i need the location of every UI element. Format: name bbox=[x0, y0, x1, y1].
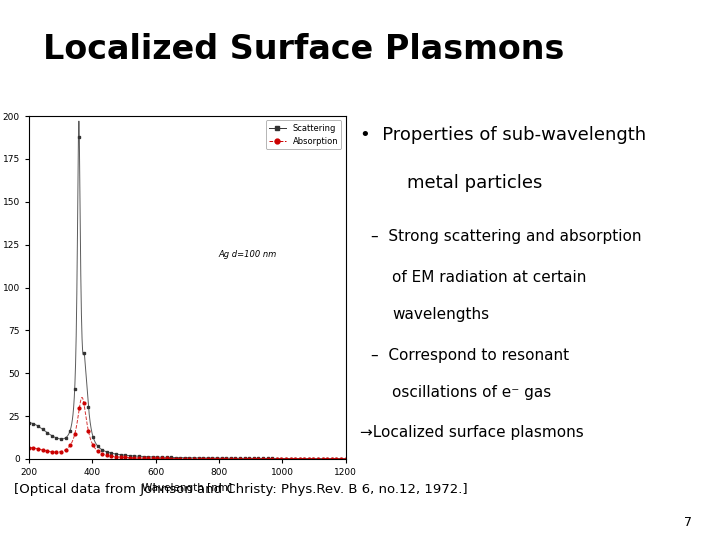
Legend: Scattering, Absorption: Scattering, Absorption bbox=[266, 120, 341, 149]
Text: [Optical data from Johnson and Christy: Phys.Rev. B 6, no.12, 1972.]: [Optical data from Johnson and Christy: … bbox=[14, 483, 468, 496]
Text: –  Strong scattering and absorption: – Strong scattering and absorption bbox=[371, 230, 642, 245]
Text: wavelengths: wavelengths bbox=[392, 307, 490, 322]
Text: of EM radiation at certain: of EM radiation at certain bbox=[392, 270, 587, 285]
Text: •  Properties of sub-wavelength: • Properties of sub-wavelength bbox=[360, 126, 646, 144]
Text: Localized Surface Plasmons: Localized Surface Plasmons bbox=[43, 33, 564, 66]
Text: →Localized surface plasmons: →Localized surface plasmons bbox=[360, 426, 584, 441]
X-axis label: Wavelength [nm]: Wavelength [nm] bbox=[142, 483, 233, 492]
Text: –  Correspond to resonant: – Correspond to resonant bbox=[371, 348, 569, 363]
Text: metal particles: metal particles bbox=[407, 174, 542, 192]
Text: oscillations of e⁻ gas: oscillations of e⁻ gas bbox=[392, 384, 552, 400]
Text: Ag d=100 nm: Ag d=100 nm bbox=[219, 250, 277, 259]
Text: 7: 7 bbox=[683, 516, 692, 529]
